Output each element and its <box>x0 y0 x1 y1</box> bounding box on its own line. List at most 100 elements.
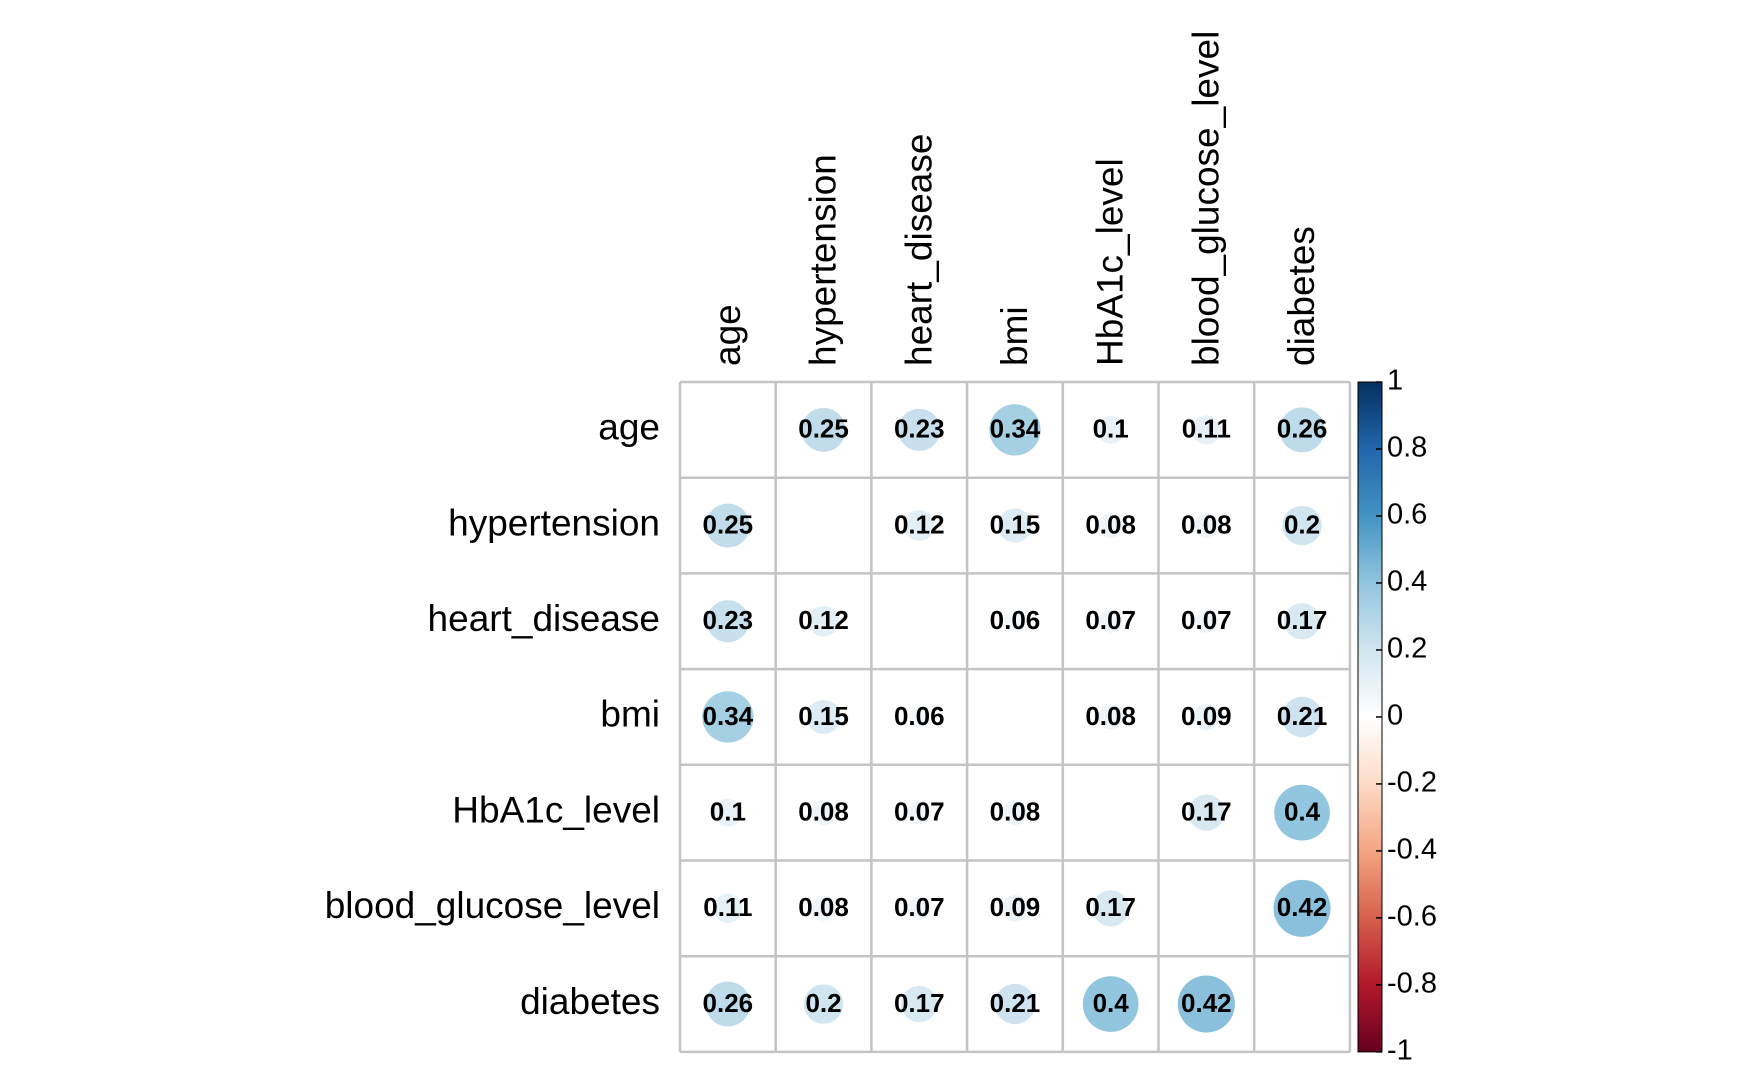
correlation-circle <box>1273 879 1331 937</box>
correlation-circle <box>907 801 931 825</box>
color-legend-tick: -0.4 <box>1376 834 1437 866</box>
cell-value-label: 0.42 <box>1277 892 1328 922</box>
correlation-circle <box>806 699 841 734</box>
cell-value-label: 0.17 <box>1181 797 1232 827</box>
matrix-cell: 0.26 <box>703 981 753 1027</box>
cell-value-label: 0.4 <box>1093 988 1130 1018</box>
cell-value-label: 0.09 <box>990 892 1041 922</box>
correlation-circle <box>1193 513 1219 538</box>
cell-value-label: 0.17 <box>1277 605 1328 635</box>
correlation-matrix: 0.25 0.23 0.34 0.1 0.11 0.26 0.25 0.12 0.15 0.08 0… <box>702 404 1331 1033</box>
color-legend-tick-label: 0.6 <box>1387 499 1427 531</box>
correlation-circle <box>1092 890 1129 927</box>
correlation-circle <box>1283 603 1321 640</box>
color-legend-tick-label: 0.2 <box>1387 633 1427 665</box>
correlation-circle <box>811 800 836 826</box>
row-label: bmi <box>600 694 660 735</box>
matrix-cell: 0.1 <box>710 797 746 827</box>
color-legend-tick: -0.2 <box>1376 767 1437 799</box>
column-label: blood_glucose_level <box>1185 31 1226 366</box>
matrix-cell: 0.12 <box>894 509 945 541</box>
cell-value-label: 0.15 <box>798 701 849 731</box>
correlation-circle <box>705 981 751 1027</box>
cell-value-label: 0.26 <box>1277 414 1328 444</box>
matrix-cell: 0.1 <box>1093 414 1129 444</box>
column-label: heart_disease <box>898 134 939 366</box>
correlation-circle <box>908 706 931 728</box>
matrix-cell: 0.08 <box>1085 701 1136 731</box>
correlation-circle <box>811 895 836 921</box>
matrix-cell: 0.07 <box>1181 605 1232 635</box>
correlation-circle <box>1001 895 1029 922</box>
matrix-cell: 0.17 <box>894 985 945 1023</box>
column-labels: age hypertension heart_disease bmi HbA1c_lev… <box>707 31 1322 366</box>
cell-value-label: 0.21 <box>990 988 1041 1018</box>
cell-value-label: 0.12 <box>894 509 945 539</box>
matrix-cell: 0.12 <box>798 605 849 637</box>
correlation-circle <box>1096 415 1125 444</box>
column-label: hypertension <box>803 154 844 366</box>
cell-value-label: 0.07 <box>894 892 945 922</box>
cell-value-label: 0.17 <box>894 988 945 1018</box>
cell-value-label: 0.34 <box>990 414 1041 444</box>
color-legend-tick: 0.6 <box>1376 499 1427 531</box>
cell-value-label: 0.06 <box>990 605 1041 635</box>
correlation-circle <box>994 983 1036 1025</box>
matrix-cell: 0.07 <box>1085 605 1136 635</box>
matrix-cell: 0.11 <box>1182 414 1231 445</box>
color-legend-tick-label: -0.8 <box>1387 968 1437 1000</box>
column-label: bmi <box>994 306 1035 366</box>
correlation-circle <box>808 606 839 637</box>
matrix-cell: 0.4 <box>1274 784 1330 841</box>
correlation-circle <box>705 503 750 548</box>
matrix-cell: 0.42 <box>1177 975 1235 1033</box>
matrix-cell: 0.2 <box>803 984 844 1024</box>
matrix-cell: 0.08 <box>1181 509 1232 539</box>
correlation-circle <box>1188 794 1225 831</box>
correlation-circle <box>713 798 742 827</box>
cell-value-label: 0.07 <box>1085 605 1136 635</box>
correlation-circle <box>1177 975 1235 1033</box>
color-legend-tick-label: -0.4 <box>1387 834 1437 866</box>
color-legend-tick-label: 0.8 <box>1387 432 1427 464</box>
cell-value-label: 0.07 <box>894 797 945 827</box>
color-legend-ticks: 1 0.8 0.6 0.4 0.2 0 -0.2 -0.4 -0.6 -0.8 -1 <box>1376 365 1437 1067</box>
correlation-circle <box>1282 505 1322 546</box>
correlation-circle <box>997 508 1032 543</box>
color-legend: 1 0.8 0.6 0.4 0.2 0 -0.2 -0.4 -0.6 -0.8 -1 <box>1357 365 1437 1067</box>
matrix-cell: 0.08 <box>1085 509 1136 539</box>
row-label: HbA1c_level <box>452 789 660 830</box>
color-legend-tick: -0.6 <box>1376 901 1437 933</box>
cell-value-label: 0.4 <box>1284 797 1321 827</box>
correlation-circle <box>803 984 844 1024</box>
color-legend-tick: 0 <box>1376 700 1403 732</box>
matrix-cell: 0.07 <box>894 892 945 922</box>
cell-value-label: 0.17 <box>1085 892 1136 922</box>
correlation-circle <box>1002 800 1028 826</box>
correlation-circle <box>904 510 935 541</box>
matrix-cell: 0.17 <box>1277 603 1328 640</box>
matrix-cell: 0.17 <box>1085 890 1136 927</box>
matrix-cell: 0.06 <box>894 701 945 731</box>
cell-value-label: 0.08 <box>798 892 849 922</box>
row-label: hypertension <box>448 502 660 543</box>
cell-value-label: 0.42 <box>1181 988 1232 1018</box>
cell-value-label: 0.15 <box>990 509 1041 539</box>
cell-value-label: 0.08 <box>990 797 1041 827</box>
matrix-cell: 0.15 <box>798 699 849 734</box>
row-label: heart_disease <box>428 598 660 639</box>
cell-value-label: 0.2 <box>1284 509 1320 539</box>
matrix-cell: 0.21 <box>1277 696 1327 738</box>
cell-value-label: 0.34 <box>703 701 754 731</box>
matrix-cell: 0.23 <box>894 408 945 451</box>
color-legend-tick-label: -0.6 <box>1387 901 1437 933</box>
cell-value-label: 0.1 <box>1093 414 1129 444</box>
matrix-cell: 0.23 <box>703 600 753 643</box>
cell-value-label: 0.08 <box>1085 509 1136 539</box>
cell-value-label: 0.25 <box>703 509 754 539</box>
matrix-cell: 0.08 <box>798 797 849 827</box>
matrix-cell: 0.11 <box>703 892 752 923</box>
row-label: diabetes <box>520 981 660 1022</box>
correlation-circle <box>706 600 749 643</box>
matrix-cell: 0.34 <box>989 404 1041 456</box>
